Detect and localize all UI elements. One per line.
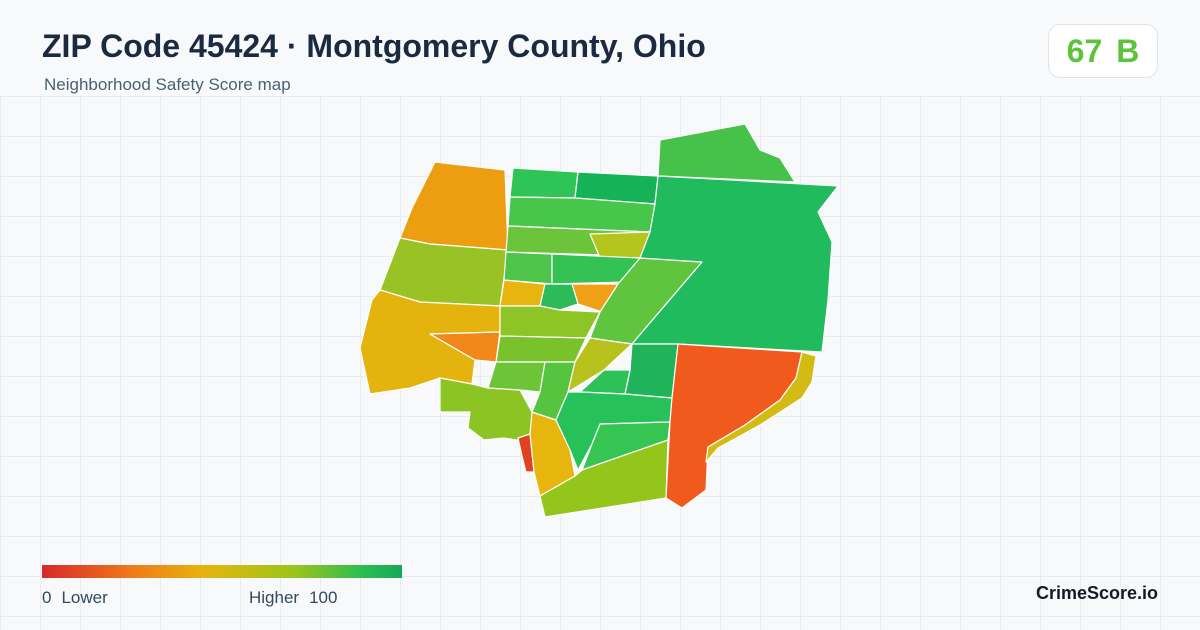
- legend-max-label: Higher: [249, 588, 300, 607]
- legend-low: 0 Lower: [42, 588, 118, 608]
- score-value: 67: [1066, 32, 1103, 69]
- region-southwest-point[interactable]: [517, 433, 535, 473]
- region-center-north[interactable]: [503, 251, 553, 285]
- safety-score-badge: 67 B: [1048, 24, 1158, 78]
- region-southeast-large[interactable]: [665, 343, 803, 509]
- legend-high: Higher 100: [249, 588, 347, 608]
- region-northwest[interactable]: [399, 161, 509, 251]
- score-grade: B: [1116, 32, 1140, 69]
- region-south-band[interactable]: [539, 439, 669, 518]
- region-center-yellow[interactable]: [499, 279, 546, 307]
- region-north-east[interactable]: [657, 123, 796, 183]
- region-east-inner[interactable]: [624, 343, 679, 399]
- page-title: ZIP Code 45424 · Montgomery County, Ohio: [42, 28, 706, 64]
- region-center-small[interactable]: [539, 283, 579, 311]
- region-north-top-1[interactable]: [509, 167, 579, 199]
- legend-color-scale: [42, 565, 402, 578]
- region-southeast-strip[interactable]: [705, 351, 817, 463]
- region-center-band[interactable]: [499, 305, 601, 339]
- brand-logo-text: CrimeScore.io: [1035, 583, 1158, 603]
- region-center-left-low[interactable]: [487, 361, 546, 393]
- legend-max-value: 100: [309, 588, 338, 607]
- legend-min-value: 0: [42, 588, 52, 607]
- page-subtitle: Neighborhood Safety Score map: [44, 75, 291, 94]
- region-center-band-2[interactable]: [495, 335, 587, 363]
- legend-min-label: Lower: [61, 588, 108, 607]
- region-diagonal-strip-lower[interactable]: [567, 337, 633, 393]
